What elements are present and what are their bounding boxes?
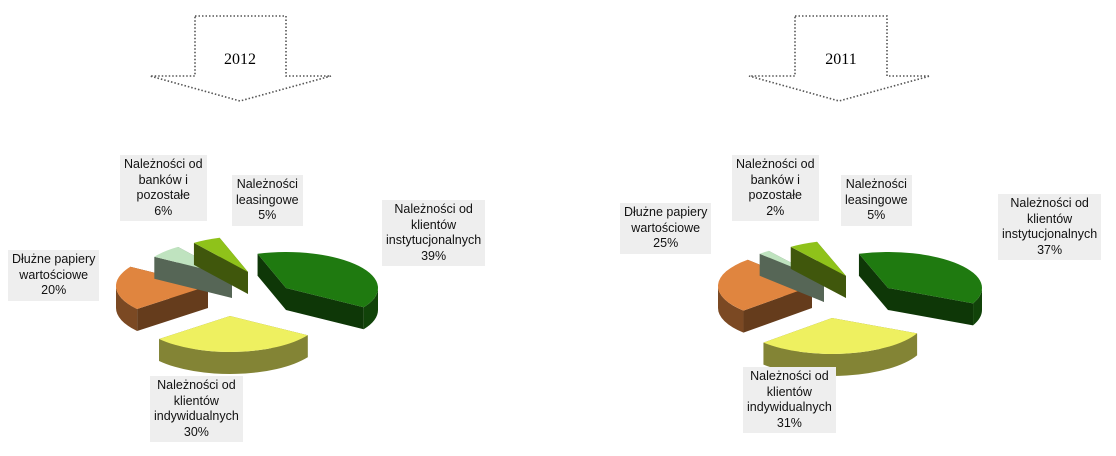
slice-leasing: [193, 237, 248, 294]
slice-papiery-top: [116, 266, 208, 309]
slice-label: Dłużne papiery wartościowe 25%: [620, 203, 712, 254]
slice-label: Należności od banków i pozostałe 2%: [732, 155, 819, 221]
slice-instytucjonalne-side: [363, 288, 378, 330]
pie-chart-2012: 2012 Należności od klientów instytucjonaln…: [8, 15, 486, 442]
slice-label-line: leasingowe: [845, 192, 908, 207]
chart-title: 2011: [825, 51, 856, 68]
slice-instytucjonalne-top: [858, 251, 983, 304]
pie-graphic: [717, 241, 983, 376]
slice-label-line: Należności od: [124, 157, 203, 171]
slice-label-line: Należności od: [157, 378, 236, 392]
slice-banki-edge: [154, 256, 232, 298]
slice-leasing-top: [193, 237, 248, 272]
slice-label-line: Należności: [845, 177, 907, 191]
slice-label-line: Dłużne papiery: [624, 205, 708, 219]
slice-papiery-edge: [137, 286, 208, 331]
slice-instytucjonalne-edge: [888, 288, 974, 326]
slice-label: Należności leasingowe 5%: [232, 175, 303, 226]
slice-instytucjonalne-side: [973, 288, 982, 326]
slice-instytucjonalne-edge: [286, 288, 364, 330]
slice-label: Należności od klientów instytucjonalnych 39…: [382, 200, 486, 266]
slice-value-label: 5%: [258, 208, 277, 222]
slice-leasing-top: [790, 241, 846, 276]
slice-leasing: [790, 241, 846, 298]
slice-label: Dłużne papiery wartościowe 20%: [8, 250, 100, 301]
year-arrow-2011: 2011: [748, 15, 931, 102]
slice-label-line: klientów: [173, 393, 219, 408]
slice-value-label: 25%: [653, 236, 679, 250]
slice-label-line: wartościowe: [19, 267, 89, 282]
slice-label-line: indywidualnych: [154, 409, 239, 423]
slice-value-label: 30%: [183, 424, 209, 439]
slice-label-line: pozostałe: [136, 188, 191, 202]
slice-label: Należności od klientów indywidualnych 31%: [743, 367, 836, 433]
slice-label-line: klientów: [1027, 211, 1073, 226]
slice-leasing-edge: [790, 246, 846, 298]
slice-instytucjonalne-top: [257, 252, 378, 308]
slice-label-line: Należności od: [736, 157, 815, 171]
slice-label-line: Należności od: [1010, 196, 1089, 210]
slice-label-line: Należności od: [394, 202, 473, 216]
slice-label-line: Należności od: [750, 369, 829, 383]
slice-label: Należności od klientów indywidualnych 30%: [150, 376, 243, 442]
slice-label-line: Dłużne papiery: [12, 252, 96, 266]
slice-papiery-top: [717, 259, 812, 311]
slice-value-label: 20%: [41, 283, 67, 297]
slice-label-line: instytucjonalnych: [1002, 227, 1098, 241]
year-arrow-2012: 2012: [149, 15, 332, 102]
slice-value-label: 37%: [1037, 242, 1063, 257]
slice-label-line: banków i: [750, 172, 800, 187]
slice-indywidualne-side: [159, 335, 308, 375]
pie-graphic: [116, 237, 378, 375]
slice-papiery-side: [116, 286, 138, 331]
slice-instytucjonalne-edge: [257, 253, 286, 310]
pie-chart-2011: 2011 Należności od klientów instytucjonaln…: [558, 0, 1116, 456]
slice-label-line: instytucjonalnych: [386, 233, 482, 247]
slice-value-label: 39%: [421, 248, 447, 263]
slice-value-label: 6%: [154, 203, 173, 218]
slice-label-line: banków i: [138, 172, 188, 187]
slice-value-label: 2%: [766, 203, 785, 218]
slice-label-line: indywidualnych: [747, 400, 832, 414]
slice-label-line: klientów: [411, 217, 457, 232]
slice-instytucjonalne-edge: [858, 253, 888, 310]
slice-indywidualne: [763, 318, 918, 376]
slice-banki-edge: [759, 253, 824, 302]
slice-label: Należności od klientów instytucjonalnych 37…: [998, 194, 1102, 260]
slice-instytucjonalne: [858, 251, 983, 326]
slice-value-label: 5%: [867, 208, 886, 222]
slice-label: Należności od banków i pozostałe 6%: [120, 155, 207, 221]
slice-papiery-edge: [743, 286, 812, 333]
slice-indywidualne: [159, 316, 308, 375]
slice-label-line: wartościowe: [631, 220, 701, 235]
slice-value-label: 31%: [776, 415, 802, 430]
slice-indywidualne-side: [763, 333, 918, 376]
slice-label-line: klientów: [766, 384, 812, 399]
slice-instytucjonalne: [257, 252, 378, 330]
slice-indywidualne-top: [159, 316, 308, 352]
slice-papiery: [116, 266, 208, 331]
slice-label-line: pozostałe: [748, 188, 803, 202]
slice-label-line: leasingowe: [236, 192, 299, 207]
slice-papiery-side: [718, 286, 744, 333]
chart-title: 2012: [224, 51, 256, 68]
slice-label-line: Należności: [236, 177, 298, 191]
slice-indywidualne-top: [763, 318, 918, 354]
slice-label: Należności leasingowe 5%: [841, 175, 912, 226]
slice-leasing-edge: [193, 242, 248, 294]
